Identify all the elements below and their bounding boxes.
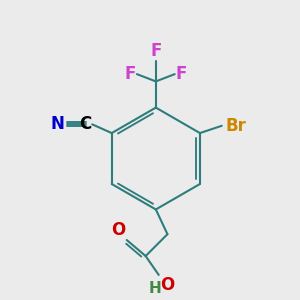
Text: F: F — [150, 42, 161, 60]
Text: O: O — [160, 275, 174, 293]
Text: F: F — [124, 65, 136, 83]
Text: Br: Br — [226, 117, 246, 135]
Text: C: C — [80, 115, 92, 133]
Text: H: H — [148, 281, 161, 296]
Text: O: O — [111, 221, 126, 239]
Text: F: F — [176, 65, 187, 83]
Text: N: N — [50, 115, 64, 133]
